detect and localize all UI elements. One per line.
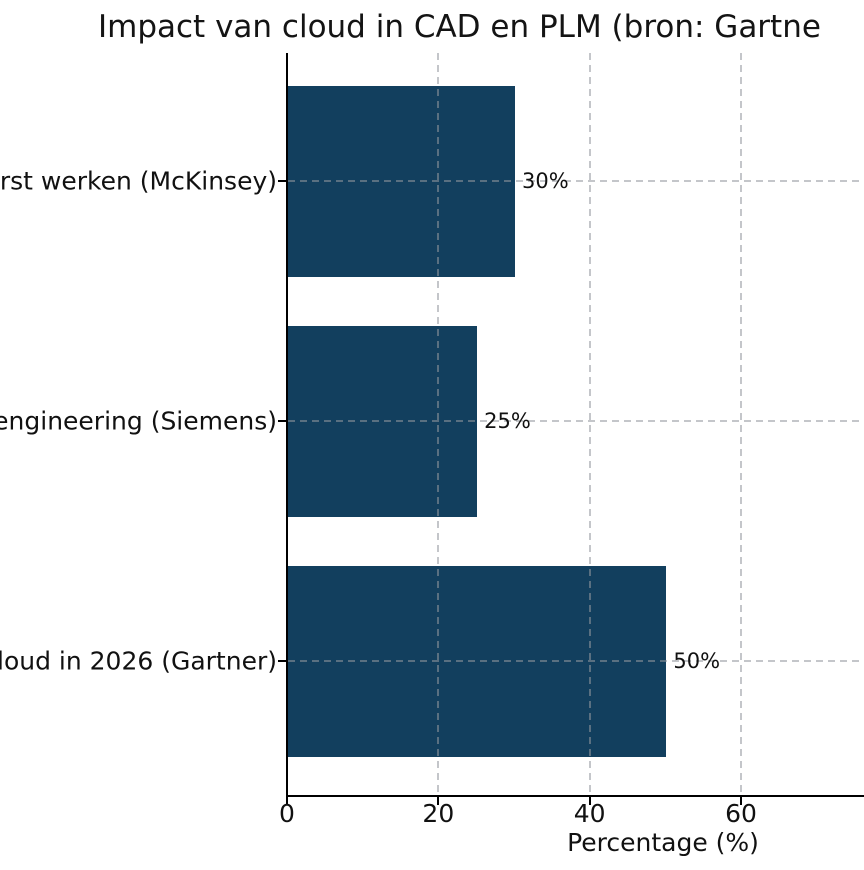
- y-tick-label: engineering (Siemens): [0, 406, 277, 436]
- x-tick-label: 60: [725, 799, 757, 828]
- gridline-vertical: [588, 53, 591, 795]
- gridline-horizontal: [288, 180, 864, 182]
- y-tick-mark: [278, 180, 287, 182]
- x-tick-label: 0: [279, 799, 295, 828]
- y-tick-mark: [278, 660, 287, 662]
- x-tick-mark: [740, 797, 743, 805]
- x-axis-label: Percentage (%): [567, 828, 759, 857]
- gridline-horizontal: [288, 420, 864, 422]
- bar-value-label: 30%: [522, 169, 569, 193]
- y-tick-mark: [278, 420, 287, 422]
- gridline-vertical: [437, 53, 440, 795]
- x-tick-mark: [588, 797, 591, 805]
- gridline-vertical: [740, 53, 743, 795]
- y-axis-line: [286, 53, 288, 797]
- x-tick-label: 40: [573, 799, 606, 828]
- bar-value-label: 25%: [484, 409, 531, 433]
- bar-value-label: 50%: [673, 649, 721, 673]
- x-tick-mark: [286, 797, 288, 805]
- y-tick-label: loud in 2026 (Gartner): [0, 646, 277, 676]
- x-tick-mark: [437, 797, 440, 805]
- x-axis-line: [286, 795, 864, 797]
- y-tick-label: irst werken (McKinsey): [0, 166, 277, 196]
- gridline-horizontal: [288, 660, 864, 662]
- x-tick-label: 20: [422, 799, 455, 828]
- chart-title: Impact van cloud in CAD en PLM (bron: Ga…: [98, 9, 821, 45]
